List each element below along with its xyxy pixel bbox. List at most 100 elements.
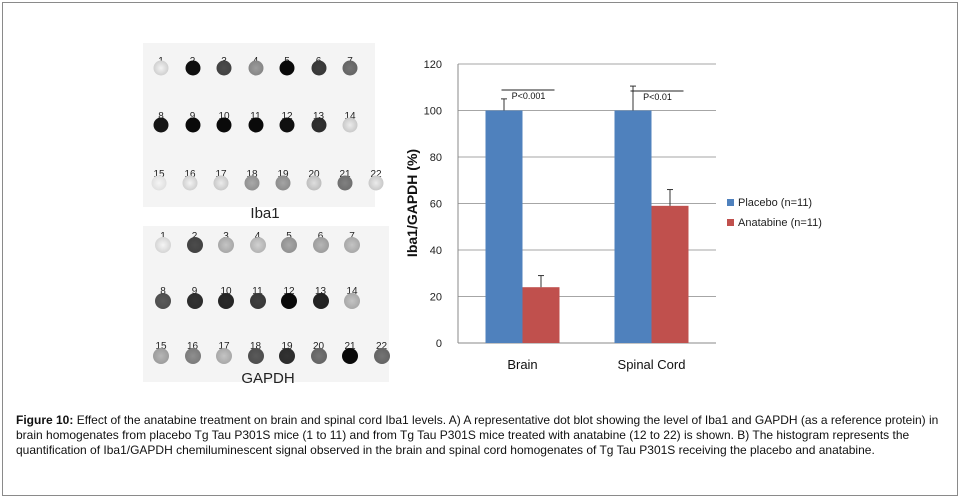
y-tick-label: 120 xyxy=(424,59,442,71)
blot-dot xyxy=(218,293,234,309)
blot-dot xyxy=(186,293,203,309)
blot-dot xyxy=(216,60,232,76)
y-tick-label: 20 xyxy=(430,292,442,304)
blot-dot xyxy=(184,348,201,364)
blot-dot xyxy=(306,175,322,191)
blot-dot xyxy=(344,293,360,309)
blot-dot xyxy=(279,60,295,76)
blot-dot xyxy=(248,60,263,76)
blot-sample-number: 11 xyxy=(250,111,261,122)
y-tick-label: 100 xyxy=(424,106,442,118)
blot-dot xyxy=(279,348,295,364)
blot-sample-number: 8 xyxy=(158,111,164,122)
blot-dot xyxy=(311,60,326,76)
blot-sample-number: 18 xyxy=(249,341,262,352)
blot-sample-number: 10 xyxy=(220,286,232,297)
blot-dot xyxy=(186,237,203,253)
bar xyxy=(522,287,560,343)
blot-sample-number: 7 xyxy=(349,231,355,242)
iba1-dot-blot: 12345678910111213141516171819202122 xyxy=(143,43,384,207)
blot-dot xyxy=(275,175,291,191)
blot-dot xyxy=(342,60,358,76)
blot-dot xyxy=(185,60,200,76)
blot-sample-number: 16 xyxy=(186,341,199,352)
blot-dot xyxy=(216,117,232,133)
blot-sample-number: 22 xyxy=(375,341,388,352)
blot-dot xyxy=(312,237,329,253)
blot-sample-number: 17 xyxy=(218,341,230,352)
blot-dot xyxy=(153,117,169,133)
figure-label: Figure 10: xyxy=(16,413,74,427)
blot-dot xyxy=(248,117,263,133)
blot-dot xyxy=(342,117,358,133)
figure-caption: Figure 10: Effect of the anatabine treat… xyxy=(16,413,952,458)
blot-dot xyxy=(216,348,232,364)
blot-sample-number: 19 xyxy=(277,169,289,180)
blot-sample-number: 14 xyxy=(344,111,356,122)
blot-sample-number: 19 xyxy=(281,341,293,352)
blot-dot xyxy=(249,237,266,253)
blot-dot xyxy=(185,117,200,133)
legend-label: Placebo (n=11) xyxy=(738,197,812,209)
bar xyxy=(485,110,523,343)
blot-dot xyxy=(281,237,297,253)
blot-sample-number: 15 xyxy=(155,341,167,352)
blot-dot xyxy=(182,175,198,191)
blot-sample-number: 9 xyxy=(189,111,196,122)
x-tick-label: Spinal Cord xyxy=(618,357,686,372)
legend-swatch xyxy=(727,219,734,226)
blot-dot xyxy=(312,293,329,309)
blot-sample-number: 12 xyxy=(283,286,295,297)
blot-dot xyxy=(153,60,169,76)
blot-dot xyxy=(213,175,229,191)
blot-dot xyxy=(153,348,169,364)
blot-sample-number: 17 xyxy=(215,169,227,180)
blot-sample-number: 20 xyxy=(312,341,325,352)
blot-dot xyxy=(342,348,358,364)
blot-dot xyxy=(244,175,260,191)
blot-sample-number: 15 xyxy=(153,169,165,180)
y-tick-label: 60 xyxy=(430,199,442,211)
legend-swatch xyxy=(727,199,734,206)
legend-label: Anatabine (n=11) xyxy=(738,217,822,229)
blot-dot xyxy=(281,293,297,309)
blot-sample-number: 12 xyxy=(281,111,293,122)
blot-dot xyxy=(368,175,384,191)
blot-dot xyxy=(249,293,266,309)
blot-dot xyxy=(337,175,353,191)
x-tick-label: Brain xyxy=(507,357,537,372)
blot-sample-number: 1 xyxy=(160,231,166,242)
y-tick-label: 80 xyxy=(430,152,442,164)
blot-sample-number: 13 xyxy=(314,286,327,297)
blot-dot xyxy=(344,237,360,253)
bar xyxy=(651,205,689,343)
blot-dot xyxy=(155,293,171,309)
blot-sample-number: 6 xyxy=(318,231,324,242)
blot-sample-number: 14 xyxy=(346,286,358,297)
bar xyxy=(614,110,652,343)
blot-dot xyxy=(247,348,264,364)
blot-dot xyxy=(218,237,234,253)
significance-label: P<0.01 xyxy=(643,92,672,102)
blot-sample-number: 21 xyxy=(344,341,356,352)
blot-sample-number: 2 xyxy=(192,231,198,242)
significance-label: P<0.001 xyxy=(512,91,546,101)
blot-sample-number: 9 xyxy=(191,286,198,297)
blot-sample-number: 3 xyxy=(223,231,229,242)
blot-dot xyxy=(155,237,171,253)
iba1-gapdh-bar-chart: 0 20 40 60 80 100 120 Iba1/GAPDH (%) Brain Spinal… xyxy=(404,59,822,372)
blot-sample-number: 5 xyxy=(286,231,292,242)
blot-sample-number: 11 xyxy=(252,286,263,297)
gapdh-dot-blot: 12345678910111213141516171819202122 xyxy=(143,226,390,382)
blot-dot xyxy=(151,175,167,191)
blot-dot xyxy=(373,348,390,364)
blot-sample-number: 22 xyxy=(370,169,382,180)
gapdh-blot-label: GAPDH xyxy=(241,370,295,387)
iba1-blot-label: Iba1 xyxy=(250,205,280,222)
blot-sample-number: 16 xyxy=(184,169,196,180)
blot-dot xyxy=(279,117,295,133)
blot-sample-number: 18 xyxy=(246,169,258,180)
y-tick-label: 40 xyxy=(430,245,442,257)
blot-sample-number: 4 xyxy=(255,231,261,242)
